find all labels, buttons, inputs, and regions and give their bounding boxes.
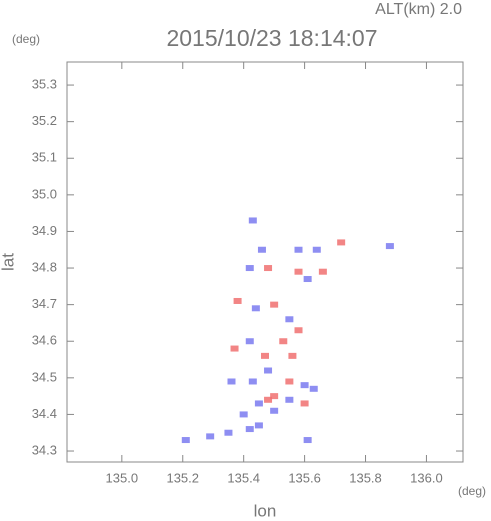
y-tick-label: 35.1 <box>32 150 57 165</box>
echo-point <box>224 429 233 436</box>
echo-point <box>227 378 236 385</box>
echo-point <box>285 316 294 323</box>
echo-point <box>264 396 273 403</box>
echo-point <box>300 400 309 407</box>
echo-point <box>279 338 288 345</box>
echo-point <box>288 352 297 359</box>
y-tick-label: 34.5 <box>32 369 57 384</box>
echo-point <box>248 378 257 385</box>
y-tick-label: 35.0 <box>32 186 57 201</box>
y-tick-label: 34.7 <box>32 296 57 311</box>
echo-point <box>294 327 303 334</box>
echo-point <box>270 407 279 414</box>
y-unit: (deg) <box>12 32 40 46</box>
x-tick-label: 135.4 <box>227 470 260 485</box>
echo-point <box>257 246 266 253</box>
x-axis-label: lon <box>254 501 277 520</box>
echo-point <box>245 426 254 433</box>
y-tick-label: 34.9 <box>32 223 57 238</box>
echo-point <box>181 437 190 444</box>
echo-point <box>385 243 394 250</box>
echo-point <box>285 396 294 403</box>
y-tick-label: 34.8 <box>32 259 57 274</box>
echo-point <box>318 268 327 275</box>
echo-point <box>245 265 254 272</box>
chart-title: 2015/10/23 18:14:07 <box>166 25 377 51</box>
echo-point <box>254 422 263 429</box>
echo-point <box>251 305 260 312</box>
echo-point <box>270 393 279 400</box>
echo-point <box>294 246 303 253</box>
echo-point <box>230 345 239 352</box>
y-tick-label: 35.3 <box>32 76 57 91</box>
echo-point <box>270 301 279 308</box>
x-tick-label: 135.2 <box>166 470 199 485</box>
echo-point <box>294 268 303 275</box>
y-tick-label: 34.3 <box>32 442 57 457</box>
plot-frame <box>66 61 464 463</box>
echo-point <box>239 411 248 418</box>
echo-point <box>206 433 215 440</box>
echo-point <box>233 297 242 304</box>
echo-point <box>303 437 312 444</box>
x-tick-label: 135.6 <box>288 470 321 485</box>
x-tick-label: 135.0 <box>106 470 139 485</box>
y-axis-label: lat <box>0 253 17 271</box>
echo-point <box>261 352 269 359</box>
echo-point <box>300 382 309 389</box>
echo-point <box>285 378 294 385</box>
x-tick-label: 135.8 <box>349 470 382 485</box>
x-tick-label: 136.0 <box>410 470 443 485</box>
echo-point <box>337 239 346 246</box>
altitude-label: ALT(km) 2.0 <box>375 1 462 18</box>
y-tick-label: 34.6 <box>32 333 57 348</box>
echo-point <box>248 217 257 224</box>
echo-point <box>309 385 318 392</box>
echo-point <box>254 400 263 407</box>
echo-point <box>264 367 273 374</box>
y-tick-label: 34.4 <box>32 406 57 421</box>
echo-point <box>245 338 254 345</box>
y-tick-label: 35.2 <box>32 113 57 128</box>
echo-point <box>264 265 273 272</box>
echo-point <box>312 246 321 253</box>
echo-point <box>303 276 312 283</box>
x-unit: (deg) <box>458 484 486 498</box>
